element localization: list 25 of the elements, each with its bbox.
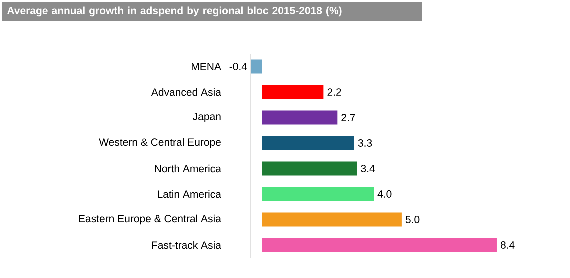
y-tick-label: Latin America [158,190,222,198]
data-label: 3.3 [358,140,372,147]
data-label: 3.4 [361,165,376,172]
chart-title: Average annual growth in adspend by regional bloc 2015-2018 (%) [7,6,342,17]
bar [262,238,497,252]
bar [262,187,374,202]
bar [251,60,262,74]
y-tick-label: North America [155,164,222,173]
data-label: 5.0 [406,216,420,224]
y-tick-label: Japan [193,113,221,122]
data-label: 2.7 [342,114,356,122]
data-label: -0.4 [230,63,248,70]
y-tick-label: Western & Central Europe [99,138,221,148]
y-tick-label: Advanced Asia [151,88,222,96]
y-tick-label: Eastern Europe & Central Asia [79,214,222,225]
bar [262,85,324,100]
bar [262,162,358,176]
bar [262,110,338,125]
data-label: 8.4 [500,242,515,249]
bar [262,212,402,227]
data-label: 4.0 [378,190,392,198]
data-label: 2.2 [328,88,342,96]
bar [262,136,354,150]
y-tick-label: MENA [192,63,222,70]
y-tick-label: Fast-track Asia [152,241,222,250]
